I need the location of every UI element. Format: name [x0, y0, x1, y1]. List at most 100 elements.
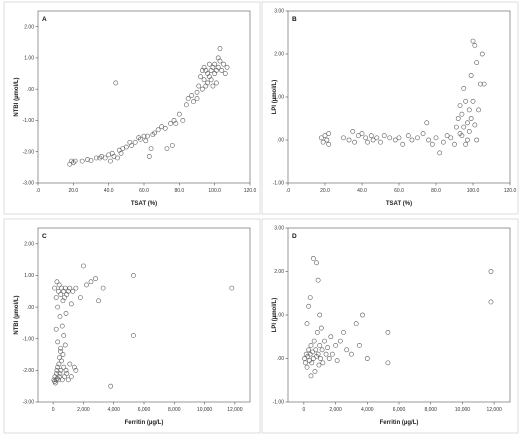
- data-point: [457, 103, 463, 108]
- y-tick-label: -1.00: [23, 336, 35, 342]
- data-point: [214, 80, 219, 86]
- data-point: [304, 364, 310, 370]
- data-point: [459, 111, 465, 117]
- data-point: [465, 137, 470, 143]
- data-point: [481, 81, 487, 87]
- data-point: [68, 301, 74, 307]
- data-point: [329, 351, 335, 357]
- data-point: [53, 326, 59, 332]
- data-point: [53, 295, 59, 300]
- data-point: [465, 120, 470, 126]
- data-point: [229, 285, 235, 291]
- data-point: [317, 343, 323, 348]
- panel-frame: [261, 218, 519, 434]
- y-tick-label: .00: [277, 356, 284, 362]
- y-tick-label: -2.00: [23, 149, 35, 155]
- data-point: [132, 139, 138, 145]
- data-point: [62, 285, 68, 291]
- data-point: [185, 96, 191, 101]
- data-point: [326, 356, 332, 361]
- data-point: [311, 338, 317, 344]
- x-tick-label: 60.0: [394, 188, 404, 194]
- data-point: [62, 342, 68, 348]
- x-tick-label: 4,000: [361, 407, 374, 413]
- x-axis-label: TSAT (%): [386, 201, 412, 207]
- data-point: [215, 64, 221, 70]
- data-point: [56, 361, 62, 367]
- data-point: [310, 256, 316, 261]
- data-point: [468, 116, 474, 121]
- data-point: [58, 345, 64, 351]
- data-point: [472, 122, 478, 128]
- data-point: [78, 295, 83, 300]
- x-tick-label: 0: [302, 407, 305, 413]
- data-point: [317, 312, 323, 318]
- data-point: [319, 347, 325, 353]
- y-axis-label: NTBI (µmol/L): [14, 77, 20, 116]
- x-tick-label: 20.0: [68, 188, 78, 194]
- y-tick-label: .00: [277, 138, 284, 144]
- data-point: [309, 360, 315, 366]
- x-tick-label: 6,000: [393, 407, 406, 413]
- data-point: [63, 311, 69, 316]
- data-point: [88, 158, 94, 163]
- data-point: [470, 98, 476, 104]
- data-point: [466, 107, 472, 113]
- x-tick-label: 80.0: [174, 188, 184, 194]
- data-point: [191, 99, 196, 105]
- data-point: [59, 377, 65, 383]
- y-tick-label: -1.00: [23, 118, 35, 124]
- data-point: [308, 373, 314, 379]
- data-point: [392, 137, 398, 143]
- y-tick-label: 2.00: [24, 24, 34, 30]
- data-point: [57, 314, 63, 319]
- data-point: [420, 131, 426, 136]
- data-point: [108, 158, 113, 164]
- data-point: [477, 81, 483, 87]
- data-point: [63, 367, 69, 373]
- data-point: [488, 299, 494, 305]
- x-tick-label: 10,000: [455, 407, 471, 413]
- data-point: [222, 71, 228, 76]
- data-point: [356, 343, 362, 348]
- data-point: [476, 107, 481, 113]
- data-point: [221, 61, 226, 67]
- data-point: [58, 292, 64, 297]
- y-tick-label: 1.00: [274, 95, 284, 101]
- data-point: [325, 345, 331, 351]
- data-point: [453, 124, 459, 130]
- y-tick-label: 2.00: [274, 269, 284, 275]
- x-tick-label: 100.0: [467, 188, 480, 194]
- data-point: [53, 377, 59, 383]
- chart-panel-d: D 0 2,000 4,000 6,000 8,000 10,000 12,000 -1.00.…: [261, 218, 519, 434]
- data-point: [409, 137, 415, 143]
- y-tick-label: 1.00: [24, 273, 34, 279]
- data-point: [315, 351, 321, 357]
- data-point: [318, 325, 324, 331]
- x-tick-label: 60.0: [139, 188, 149, 194]
- data-point: [310, 349, 315, 355]
- data-point: [199, 86, 205, 92]
- data-point: [363, 135, 369, 141]
- data-point: [67, 285, 73, 291]
- data-point: [118, 150, 124, 156]
- data-point: [138, 136, 143, 142]
- data-point: [322, 338, 327, 344]
- data-point: [328, 334, 334, 340]
- data-point: [320, 139, 326, 145]
- data-point: [54, 367, 60, 373]
- y-tick-label: -1.00: [273, 181, 285, 187]
- data-point: [64, 292, 70, 297]
- data-point: [57, 371, 63, 376]
- data-point: [208, 77, 214, 83]
- data-point: [130, 333, 136, 338]
- y-tick-label: -2.00: [23, 368, 35, 374]
- data-point: [219, 68, 225, 73]
- data-point: [385, 329, 391, 335]
- data-point: [433, 135, 439, 141]
- data-point: [378, 139, 383, 145]
- data-point: [61, 288, 67, 294]
- data-point: [310, 356, 316, 361]
- panel-frame: [3, 1, 261, 215]
- data-point: [68, 374, 74, 380]
